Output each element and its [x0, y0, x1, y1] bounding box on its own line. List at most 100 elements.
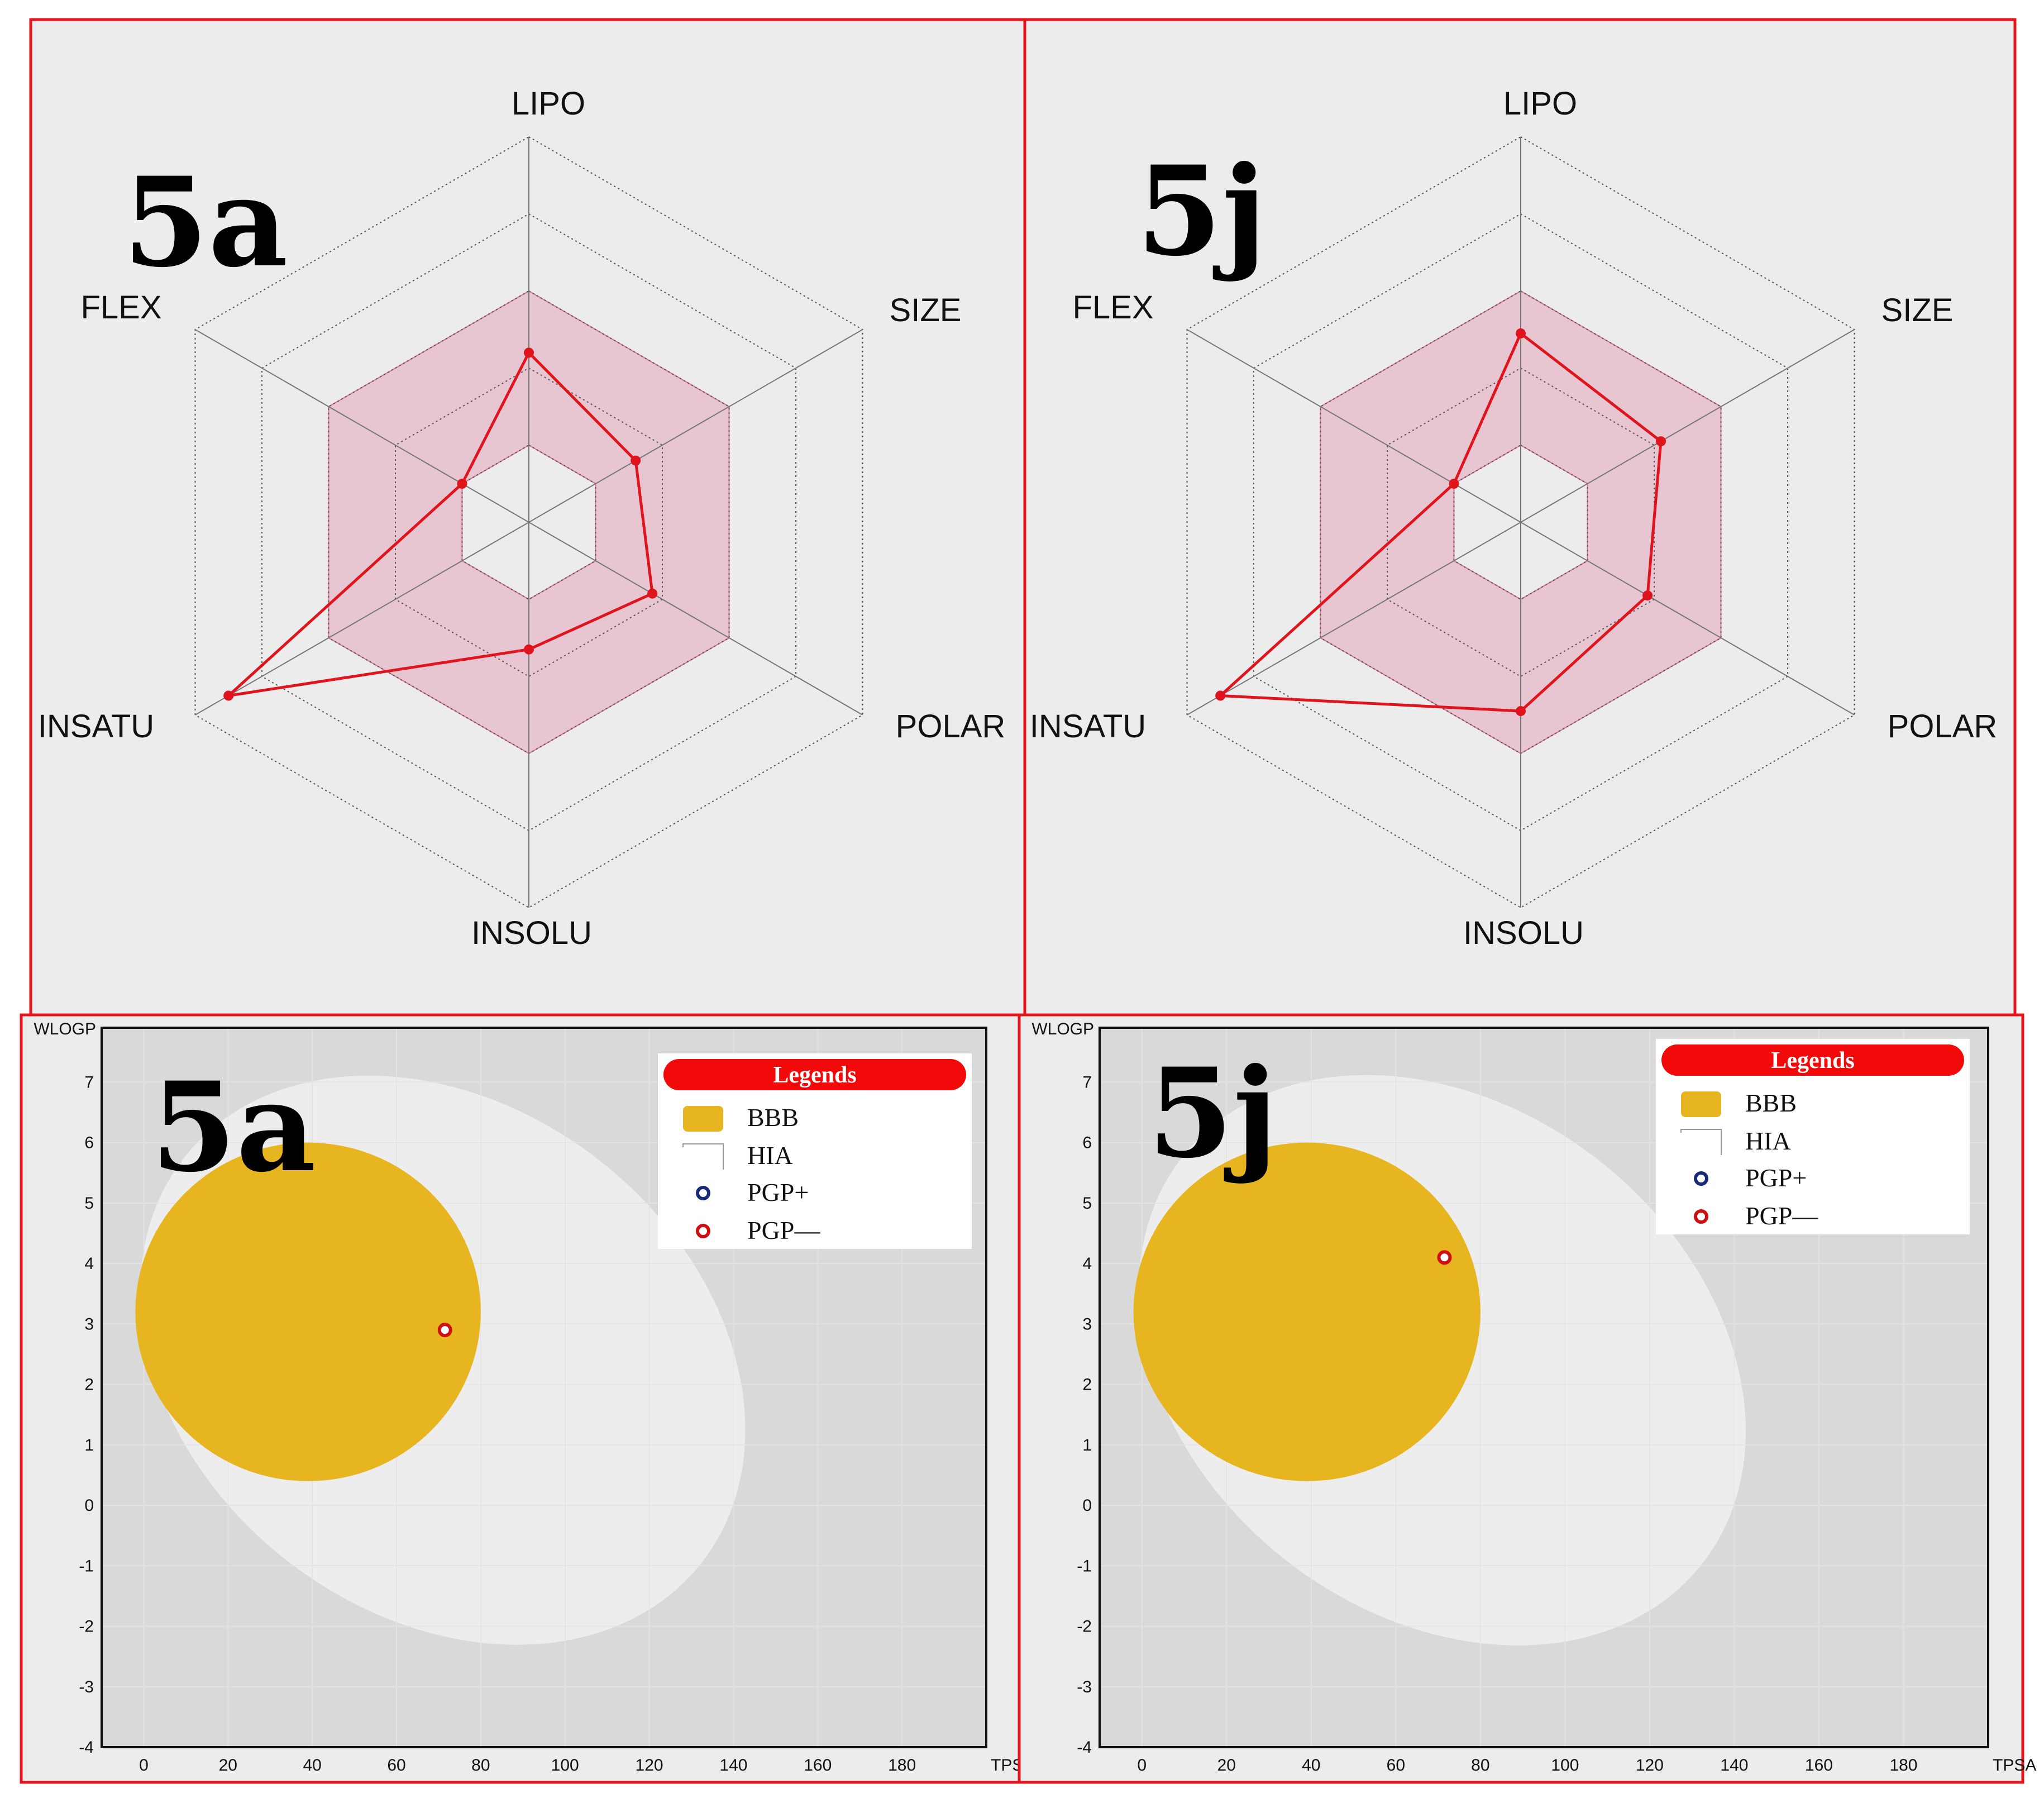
y-tick-label: -3 — [1077, 1678, 1092, 1696]
boiled-egg-chart-5a: 0 20 40 60 80 100 120 140 160 180 -4 -3 -2 -1 0 1 2 3 4 5 6 7… — [20, 1013, 1034, 1784]
legend-marker-pgp-minus — [1694, 1209, 1708, 1224]
radar-panel-frame — [29, 18, 1026, 1017]
radar-axis-label-size: SIZE — [890, 292, 962, 328]
x-tick-label: 120 — [1636, 1756, 1664, 1775]
x-tick-label: 160 — [804, 1756, 832, 1775]
legend-item-label: PGP— — [747, 1216, 820, 1244]
radar-spoke — [528, 522, 863, 716]
legend-marker-pgp-plus — [1694, 1171, 1708, 1186]
y-axis-title: WLOGP — [34, 1020, 96, 1038]
radar-axis-label-insatu: INSATU — [1030, 708, 1146, 745]
radar-axis-label-polar: POLAR — [896, 708, 1006, 745]
y-tick-label: 5 — [1082, 1194, 1092, 1213]
y-tick-label: 2 — [84, 1376, 94, 1394]
legend-swatch-bbb — [1681, 1091, 1721, 1117]
y-tick-label: 6 — [1082, 1134, 1092, 1152]
x-tick-label: 80 — [471, 1756, 490, 1775]
legend-item-label: BBB — [747, 1103, 799, 1132]
legend-swatch-bbb — [683, 1106, 723, 1132]
y-axis-title: WLOGP — [1031, 1020, 1094, 1038]
y-tick-label: 1 — [84, 1436, 94, 1454]
radar-point-lipo — [524, 347, 534, 358]
radar-axis-label-insolu: INSOLU — [1463, 915, 1584, 951]
radar-panel-frame — [1023, 18, 2017, 1017]
radar-axis-label-insolu: INSOLU — [471, 915, 592, 951]
y-tick-label: 2 — [1082, 1376, 1092, 1394]
radar-spoke — [1186, 522, 1521, 716]
legend-title: Legends — [1771, 1048, 1854, 1074]
radar-point-size — [1655, 436, 1666, 447]
panel-label: 5a — [123, 150, 288, 294]
radar-point-insatu — [1215, 690, 1226, 701]
radar-spoke — [1520, 522, 1855, 716]
plot-frame — [1099, 1027, 1989, 1748]
x-tick-label: 160 — [1805, 1756, 1833, 1775]
legend-item-label: BBB — [1745, 1089, 1797, 1117]
x-tick-label: 180 — [1889, 1756, 1917, 1775]
x-tick-label: 40 — [1302, 1756, 1320, 1775]
y-tick-label: -2 — [79, 1618, 94, 1636]
x-tick-label: 100 — [551, 1756, 579, 1775]
radar-spoke — [194, 329, 529, 523]
y-tick-label: -4 — [79, 1738, 94, 1757]
legend-swatch-hia — [1680, 1129, 1722, 1155]
radar-spoke — [1520, 329, 1855, 523]
panel-label: 5j — [1148, 1041, 1278, 1185]
x-tick-label: 100 — [1551, 1756, 1579, 1775]
panel-label: 5j — [1136, 139, 1267, 283]
y-tick-label: 3 — [84, 1315, 94, 1333]
x-tick-label: 20 — [1217, 1756, 1236, 1775]
radar-axis-label-flex: FLEX — [80, 289, 161, 326]
radar-point-insolu — [524, 644, 534, 655]
x-tick-label: 60 — [1387, 1756, 1405, 1775]
y-tick-label: -1 — [1077, 1557, 1092, 1575]
x-tick-label: 140 — [1720, 1756, 1748, 1775]
radar-point-insatu — [223, 690, 234, 701]
y-tick-label: 6 — [84, 1134, 94, 1152]
radar-point-flex — [1449, 479, 1459, 489]
y-tick-label: -2 — [1077, 1618, 1092, 1636]
y-tick-label: 5 — [84, 1194, 94, 1213]
bbb-region — [1133, 1142, 1481, 1481]
radar-point-flex — [457, 479, 467, 489]
legend-title: Legends — [773, 1062, 856, 1088]
optimal-range-band — [1320, 291, 1721, 753]
legend-item-label: HIA — [1745, 1127, 1791, 1155]
radar-point-polar — [647, 588, 658, 599]
radar-axis-label-flex: FLEX — [1072, 289, 1153, 326]
boiled-egg-chart-5j: 0 20 40 60 80 100 120 140 160 180 -4 -3 -2 -1 0 1 2 3 4 5 6 7… — [1018, 1013, 2036, 1784]
plot-frame — [101, 1027, 987, 1748]
radar-chart-5j: LIPO SIZE POLAR INSOLU INSATU FLEX 5j — [1023, 18, 2017, 1017]
legend-header — [1661, 1044, 1964, 1076]
radar-spoke — [528, 329, 863, 523]
legend-marker-pgp-minus — [696, 1224, 710, 1238]
radar-spoke — [1186, 329, 1521, 523]
y-tick-label: 7 — [84, 1073, 94, 1091]
y-tick-label: -1 — [79, 1557, 94, 1575]
legend: Legends BBB HIA PGP+ PGP— — [658, 1053, 972, 1249]
legend-header — [663, 1059, 966, 1090]
x-tick-label: 0 — [1137, 1756, 1147, 1775]
x-axis-title: TPSA — [1993, 1756, 2036, 1775]
x-tick-label: 60 — [387, 1756, 405, 1775]
y-tick-label: 3 — [1082, 1315, 1092, 1333]
radar-axis-label-insatu: INSATU — [38, 708, 154, 745]
x-tick-label: 120 — [636, 1756, 663, 1775]
legend: Legends BBB HIA PGP+ PGP— — [1656, 1039, 1970, 1234]
x-tick-label: 40 — [303, 1756, 321, 1775]
radar-point-size — [631, 455, 641, 466]
x-tick-label: 0 — [139, 1756, 149, 1775]
y-tick-label: -4 — [1077, 1738, 1092, 1757]
radar-point-polar — [1642, 590, 1653, 601]
optimal-range-band — [328, 291, 729, 753]
x-tick-label: 20 — [219, 1756, 237, 1775]
y-tick-label: 4 — [1082, 1255, 1092, 1273]
legend-swatch-hia — [682, 1143, 724, 1170]
x-tick-label: 140 — [719, 1756, 747, 1775]
panel-label: 5a — [151, 1055, 316, 1199]
molecule-point — [1437, 1250, 1452, 1265]
legend-item-label: PGP+ — [1745, 1163, 1807, 1192]
legend-item-label: HIA — [747, 1141, 793, 1170]
